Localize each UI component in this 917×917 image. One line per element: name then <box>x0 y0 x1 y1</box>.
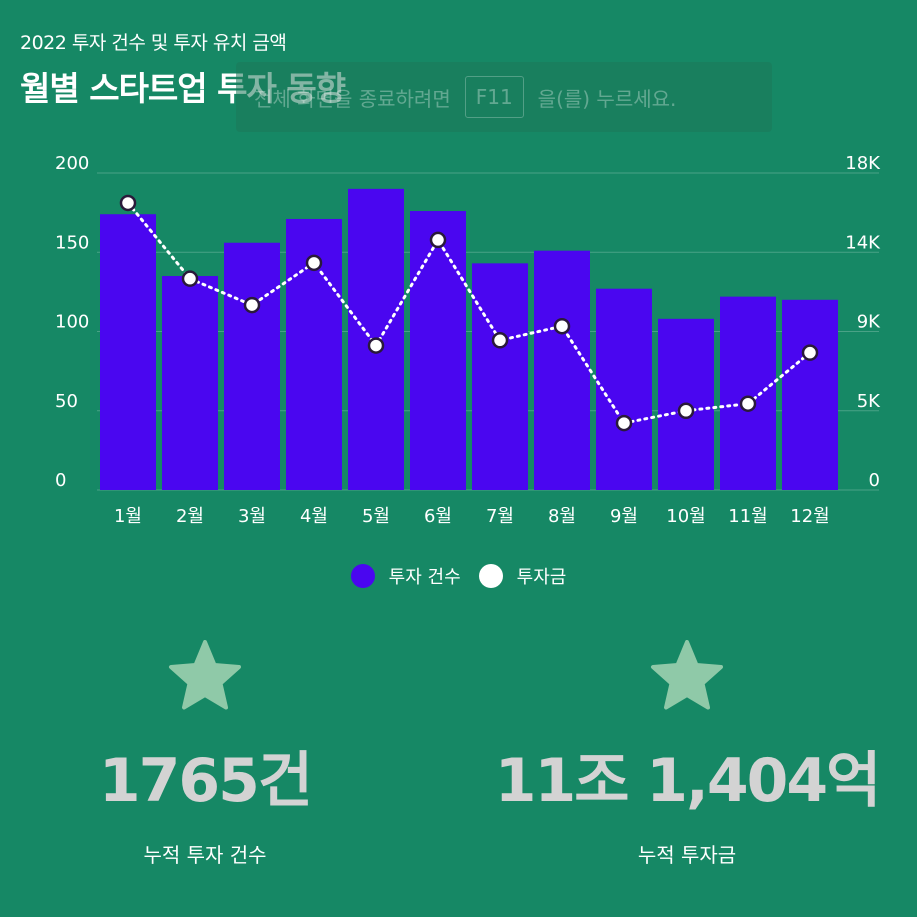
star-icon <box>651 640 723 710</box>
chart-subtitle: 2022 투자 건수 및 투자 유치 금액 <box>20 32 287 54</box>
x-tick-label: 3월 <box>238 506 266 527</box>
y-right-tick-label: 14K <box>845 232 881 253</box>
stat-total-amount: 11조 1,404억 누적 투자금 <box>457 640 917 868</box>
legend-count-label: 투자 건수 <box>388 567 461 588</box>
y-left-tick-label: 0 <box>55 470 66 491</box>
chart-legend: 투자 건수 투자금 <box>0 563 917 589</box>
amount-point-10[interactable] <box>677 402 695 419</box>
total-count-value: 1765건 <box>98 746 313 816</box>
bar-6[interactable] <box>410 211 466 491</box>
bar-1[interactable] <box>100 214 156 490</box>
legend-amount-label: 투자금 <box>516 567 567 588</box>
amount-point-9[interactable] <box>615 414 633 432</box>
x-tick-label: 1월 <box>114 506 142 527</box>
x-tick-label: 10월 <box>666 506 705 527</box>
amount-point-6[interactable] <box>429 231 447 249</box>
amount-line <box>126 201 812 425</box>
y-right-tick-label: 9K <box>857 312 881 333</box>
x-tick-label: 7월 <box>486 506 514 527</box>
investment-chart: 0 50 100 150 200 0 5K 9K 14K 18K 1월 2월 3월 4월 5월 6월 7월 8월 9… <box>55 153 881 527</box>
legend-item-count[interactable]: 투자 건수 <box>350 563 461 589</box>
total-amount-label: 누적 투자금 <box>637 843 737 867</box>
x-tick-label: 2월 <box>176 506 204 527</box>
fullscreen-exit-hint: 전체 화면을 종료하려면 F11 을(를) 누르세요. <box>236 62 772 132</box>
f11-key-label: F11 <box>464 76 524 118</box>
amount-point-5[interactable] <box>367 337 385 354</box>
amount-point-4[interactable] <box>305 254 323 272</box>
amount-point-1[interactable] <box>119 194 137 212</box>
bar-12[interactable] <box>782 299 838 490</box>
x-tick-label: 9월 <box>610 506 638 527</box>
stat-total-count: 1765건 누적 투자 건수 <box>0 640 435 868</box>
bar-2[interactable] <box>162 276 218 490</box>
legend-count-swatch <box>350 564 375 588</box>
x-tick-label: 4월 <box>300 506 328 527</box>
amount-point-12[interactable] <box>801 344 819 361</box>
bar-11[interactable] <box>720 296 776 490</box>
total-amount-value: 11조 1,404억 <box>494 746 882 816</box>
y-right-tick-label: 18K <box>845 153 881 174</box>
x-tick-label: 8월 <box>548 506 576 527</box>
amount-point-3[interactable] <box>243 296 261 314</box>
fullscreen-hint-text-post: 을(를) 누르세요. <box>537 86 677 111</box>
y-left-tick-label: 200 <box>55 153 89 174</box>
y-left-tick-label: 100 <box>55 312 89 333</box>
x-tick-label: 11월 <box>728 506 767 527</box>
x-tick-label: 5월 <box>362 506 390 527</box>
fullscreen-hint-text: 전체 화면을 종료하려면 <box>254 86 451 111</box>
x-tick-label: 12월 <box>790 506 829 527</box>
amount-point-2[interactable] <box>181 270 199 287</box>
bar-3[interactable] <box>224 242 280 490</box>
star-icon <box>169 640 241 710</box>
bar-9[interactable] <box>596 288 652 490</box>
amount-point-11[interactable] <box>739 395 757 412</box>
total-count-label: 누적 투자 건수 <box>143 843 267 867</box>
legend-item-amount[interactable]: 투자금 <box>478 563 567 589</box>
y-right-tick-label: 0 <box>869 470 880 491</box>
y-left-tick-label: 150 <box>55 232 89 253</box>
y-right-tick-label: 5K <box>857 391 881 412</box>
amount-point-8[interactable] <box>553 317 571 335</box>
amount-point-7[interactable] <box>491 332 509 349</box>
bar-8[interactable] <box>534 250 590 490</box>
y-left-tick-label: 50 <box>55 391 78 412</box>
legend-amount-swatch <box>478 564 503 588</box>
x-tick-label: 6월 <box>424 506 452 527</box>
bar-7[interactable] <box>472 263 528 490</box>
